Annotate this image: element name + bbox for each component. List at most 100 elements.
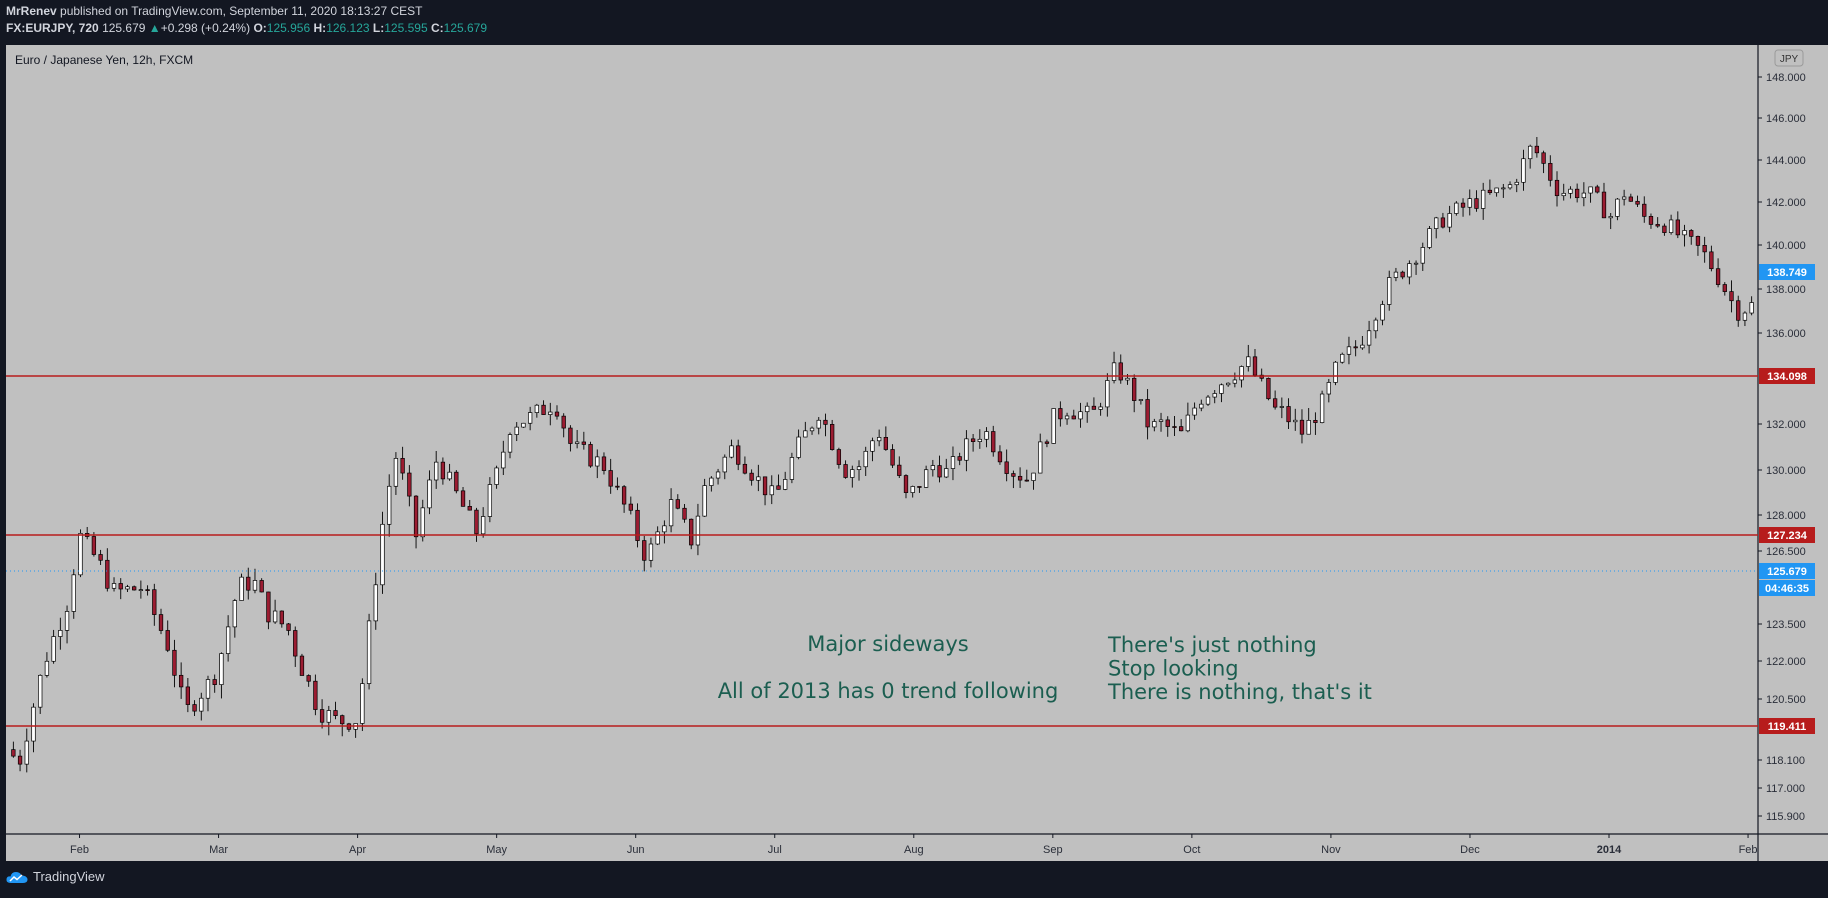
- candle-body: [172, 649, 177, 676]
- candle-body: [1246, 356, 1251, 367]
- candle-body: [91, 536, 97, 555]
- candle-body: [642, 540, 647, 561]
- candle-body: [1071, 415, 1076, 420]
- candle-body: [1689, 230, 1694, 237]
- candle-body: [299, 655, 305, 676]
- candle-body: [1729, 291, 1734, 302]
- price-tick-label: 136.000: [1766, 328, 1806, 340]
- tradingview-brand: TradingView: [33, 869, 105, 884]
- candle-body: [58, 630, 63, 637]
- candle-body: [373, 584, 378, 622]
- author-name[interactable]: MrRenev: [6, 4, 57, 18]
- candle-body: [118, 583, 123, 590]
- annotation-nothing-line: There's just nothing: [1107, 633, 1317, 657]
- candle-body: [1199, 403, 1204, 409]
- annotation-sideways-line: Major sideways: [807, 632, 968, 656]
- candle-body: [648, 543, 654, 561]
- candle-body: [239, 576, 244, 601]
- price-label-text: 127.234: [1767, 530, 1808, 542]
- time-axis-background[interactable]: [6, 834, 1828, 861]
- candle-body: [541, 404, 546, 415]
- candle-body: [1293, 419, 1298, 423]
- price-tick-label: 148.000: [1766, 72, 1806, 84]
- price-tick-label: 126.500: [1766, 546, 1806, 558]
- price-tick-label: 122.000: [1766, 656, 1806, 668]
- candle-body: [434, 461, 439, 481]
- candle-body: [1299, 419, 1305, 435]
- candle-body: [1561, 192, 1566, 197]
- candle-body: [1017, 475, 1023, 481]
- candle-body: [326, 710, 331, 723]
- candle-body: [937, 465, 942, 478]
- candle-body: [722, 456, 727, 473]
- candles-layer: [11, 136, 1754, 773]
- candle-body: [1534, 145, 1540, 154]
- candle-body: [1528, 145, 1533, 160]
- candle-body: [501, 451, 506, 469]
- close-label: C:: [430, 21, 444, 35]
- candle-body: [1715, 268, 1721, 285]
- candle-body: [1514, 181, 1519, 186]
- candle-body: [850, 469, 855, 478]
- time-tick-label: Feb: [70, 844, 89, 856]
- candle-body: [1158, 419, 1164, 422]
- candle-body: [863, 450, 868, 468]
- time-tick-label: May: [486, 844, 507, 856]
- candle-body: [400, 458, 405, 474]
- price-tick-label: 142.000: [1766, 197, 1806, 209]
- candle-body: [534, 404, 540, 413]
- chart-title: Euro / Japanese Yen, 12h, FXCM: [15, 53, 193, 67]
- candle-body: [17, 755, 23, 765]
- candle-body: [1554, 179, 1560, 197]
- tradingview-logo[interactable]: TradingView: [6, 869, 105, 884]
- price-change: +0.298 (+0.24%): [160, 21, 251, 35]
- candle-body: [729, 445, 734, 458]
- candle-body: [1212, 393, 1217, 398]
- currency-box[interactable]: [1774, 49, 1804, 67]
- candle-body: [1454, 202, 1459, 214]
- time-tick-label: Jul: [768, 844, 782, 856]
- candle-body: [1608, 216, 1613, 219]
- currency-label: JPY: [1780, 54, 1799, 65]
- candle-body: [561, 415, 566, 429]
- candle-body: [1011, 473, 1016, 477]
- countdown-text: 04:46:35: [1765, 583, 1809, 595]
- candle-body: [272, 610, 278, 623]
- candle-body: [876, 437, 882, 442]
- candle-body: [1588, 186, 1593, 194]
- candle-body: [1272, 398, 1278, 408]
- candle-body: [360, 683, 365, 724]
- candle-body: [1132, 377, 1137, 401]
- candle-body: [668, 499, 674, 527]
- candle-body: [319, 709, 325, 723]
- candle-body: [1420, 247, 1425, 264]
- candle-body: [1004, 461, 1009, 474]
- candle-body: [1628, 196, 1633, 202]
- symbol-label[interactable]: FX:EURJPY, 720: [6, 21, 99, 35]
- candle-body: [1024, 479, 1029, 482]
- price-axis-background[interactable]: [1758, 45, 1828, 834]
- candle-body: [682, 507, 687, 520]
- candle-body: [105, 559, 110, 589]
- candle-body: [709, 477, 714, 486]
- candle-body: [1387, 277, 1392, 305]
- price-tick-label: 132.000: [1766, 419, 1806, 431]
- candle-body: [1709, 251, 1714, 270]
- candle-body: [1333, 361, 1338, 383]
- open-value: 125.956: [266, 21, 311, 35]
- candle-body: [514, 426, 519, 435]
- candle-body: [1225, 382, 1231, 386]
- candle-body: [1313, 420, 1318, 423]
- candle-body: [474, 509, 479, 535]
- candle-body: [366, 620, 372, 684]
- candle-body: [494, 467, 499, 485]
- price-tick-label: 123.500: [1766, 619, 1806, 631]
- price-tick-label: 117.000: [1766, 783, 1805, 795]
- candle-body: [165, 630, 170, 651]
- candle-body: [1548, 163, 1553, 181]
- candle-body: [1306, 420, 1311, 435]
- open-label: O:: [253, 21, 267, 35]
- candle-body: [608, 470, 613, 487]
- close-value: 125.679: [443, 21, 488, 35]
